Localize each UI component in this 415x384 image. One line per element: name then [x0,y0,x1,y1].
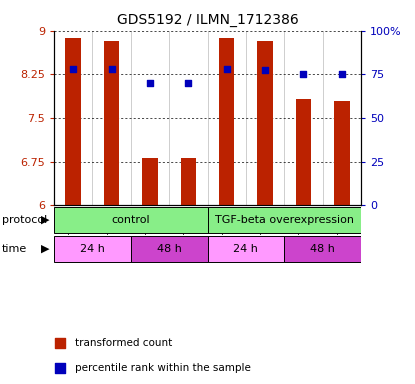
Bar [257,41,273,205]
Bar [208,236,284,262]
Bar [142,158,158,205]
Point [70,66,76,72]
Text: percentile rank within the sample: percentile rank within the sample [76,362,251,373]
Bar [54,207,208,233]
Text: GSM671495: GSM671495 [261,205,270,260]
Text: GSM671497: GSM671497 [337,205,347,260]
Bar [104,41,119,205]
Bar [219,38,234,205]
Point [262,67,269,73]
Bar [54,236,131,262]
Point [108,66,115,72]
Bar [181,158,196,205]
Text: GSM671496: GSM671496 [299,205,308,260]
Bar [131,236,208,262]
Point [260,239,267,245]
Text: GSM671486: GSM671486 [68,205,78,260]
Text: TGF-beta overexpression: TGF-beta overexpression [215,215,354,225]
Text: transformed count: transformed count [76,338,173,348]
Bar [296,99,311,205]
Text: control: control [111,215,150,225]
Bar [66,38,81,205]
Bar [208,207,361,233]
Text: 48 h: 48 h [157,243,181,254]
Bar [284,236,361,262]
Text: protocol: protocol [2,215,47,225]
Point [339,71,345,78]
Bar [334,101,349,205]
Text: 24 h: 24 h [234,243,258,254]
Text: GSM671487: GSM671487 [107,205,116,260]
Text: GSM671489: GSM671489 [184,205,193,260]
Point [260,12,267,18]
Text: 48 h: 48 h [310,243,335,254]
Text: GSM671488: GSM671488 [145,205,154,260]
Text: 24 h: 24 h [80,243,105,254]
Text: time: time [2,243,27,254]
Text: ▶: ▶ [41,215,49,225]
Text: GSM671494: GSM671494 [222,205,231,260]
Point [300,71,307,78]
Point [146,80,153,86]
Point [185,80,192,86]
Title: GDS5192 / ILMN_1712386: GDS5192 / ILMN_1712386 [117,13,298,27]
Point [223,66,230,72]
Text: ▶: ▶ [41,243,49,254]
